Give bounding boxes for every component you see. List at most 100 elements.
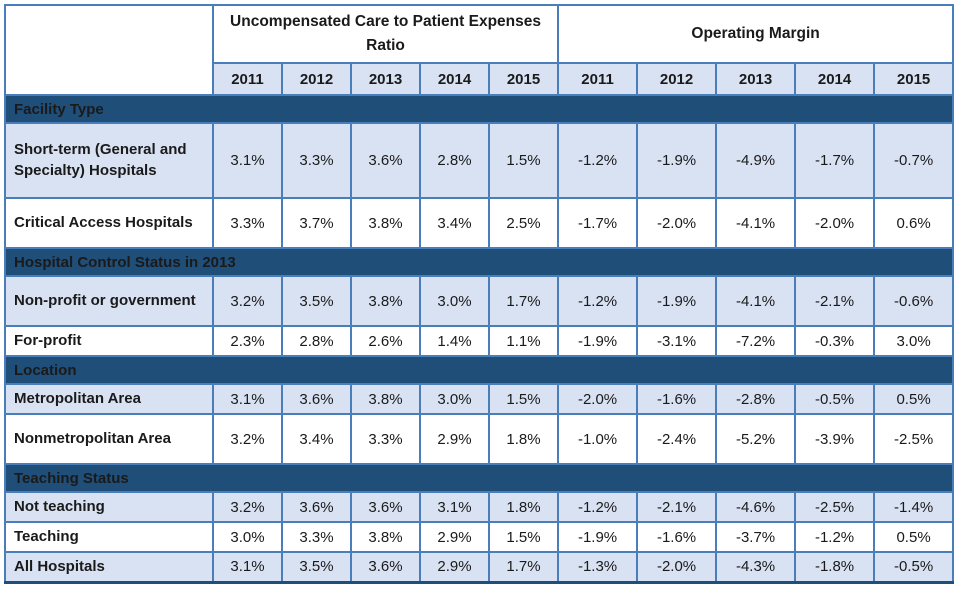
data-cell: 1.7% bbox=[487, 275, 560, 327]
data-cell: -3.7% bbox=[715, 521, 797, 553]
section-header-label: Location bbox=[3, 355, 955, 385]
group-header-uncompensated-care: Uncompensated Care to Patient Expenses R… bbox=[211, 4, 560, 64]
data-cell: -1.8% bbox=[794, 551, 876, 583]
year-header-uc-2011: 2011 bbox=[212, 62, 283, 96]
section-header-control-status: Hospital Control Status in 2013 bbox=[3, 247, 955, 277]
year-header-om-2015: 2015 bbox=[873, 62, 955, 96]
data-cell: 1.8% bbox=[487, 491, 560, 523]
data-cell: -4.9% bbox=[715, 122, 797, 199]
data-cell: 3.6% bbox=[350, 491, 421, 523]
data-cell: -3.9% bbox=[794, 413, 876, 465]
table-row-critical-access-hospitals: Critical Access Hospitals 3.3% 3.7% 3.8%… bbox=[4, 197, 955, 249]
row-label: Short-term (General and Specialty) Hospi… bbox=[4, 122, 214, 199]
data-cell: 2.8% bbox=[281, 325, 352, 357]
data-cell: -0.5% bbox=[873, 551, 955, 583]
row-label: All Hospitals bbox=[4, 551, 214, 583]
data-cell: -3.1% bbox=[636, 325, 718, 357]
data-cell: 3.7% bbox=[281, 197, 352, 249]
data-cell: -5.2% bbox=[715, 413, 797, 465]
data-cell: -0.6% bbox=[873, 275, 955, 327]
data-cell: -0.5% bbox=[794, 383, 876, 415]
section-header-teaching-status: Teaching Status bbox=[3, 463, 955, 493]
data-cell: -1.7% bbox=[557, 197, 639, 249]
year-header-om-2014: 2014 bbox=[794, 62, 876, 96]
year-header-uc-2012: 2012 bbox=[281, 62, 352, 96]
row-label: Non-profit or government bbox=[4, 275, 214, 327]
year-header-om-2012: 2012 bbox=[636, 62, 718, 96]
table-row-non-profit-or-government: Non-profit or government 3.2% 3.5% 3.8% … bbox=[4, 275, 955, 327]
data-cell: 3.1% bbox=[212, 122, 283, 199]
data-cell: -2.1% bbox=[636, 491, 718, 523]
section-header-location: Location bbox=[3, 355, 955, 385]
data-cell: 0.5% bbox=[873, 521, 955, 553]
data-cell: -2.0% bbox=[636, 551, 718, 583]
data-cell: 2.9% bbox=[419, 551, 490, 583]
data-cell: 3.2% bbox=[212, 491, 283, 523]
data-cell: -1.7% bbox=[794, 122, 876, 199]
table-row-for-profit: For-profit 2.3% 2.8% 2.6% 1.4% 1.1% -1.9… bbox=[4, 325, 955, 357]
data-cell: 1.8% bbox=[487, 413, 560, 465]
year-header-uc-2015: 2015 bbox=[487, 62, 560, 96]
row-label: Nonmetropolitan Area bbox=[4, 413, 214, 465]
data-cell: 3.0% bbox=[419, 383, 490, 415]
table-row-short-term-hospitals: Short-term (General and Specialty) Hospi… bbox=[4, 122, 955, 199]
data-cell: 3.3% bbox=[212, 197, 283, 249]
data-cell: 3.6% bbox=[281, 491, 352, 523]
data-cell: -1.2% bbox=[794, 521, 876, 553]
hospital-statistics-table: Uncompensated Care to Patient Expenses R… bbox=[3, 4, 955, 584]
data-cell: -1.3% bbox=[557, 551, 639, 583]
section-header-facility-type: Facility Type bbox=[3, 94, 955, 124]
table-row-metropolitan-area: Metropolitan Area 3.1% 3.6% 3.8% 3.0% 1.… bbox=[4, 383, 955, 415]
group-header-operating-margin: Operating Margin bbox=[557, 4, 955, 64]
data-cell: -2.5% bbox=[873, 413, 955, 465]
section-header-label: Teaching Status bbox=[3, 463, 955, 493]
data-cell: -2.0% bbox=[636, 197, 718, 249]
data-cell: -0.3% bbox=[794, 325, 876, 357]
data-cell: 2.9% bbox=[419, 413, 490, 465]
data-cell: -2.8% bbox=[715, 383, 797, 415]
table-row-nonmetropolitan-area: Nonmetropolitan Area 3.2% 3.4% 3.3% 2.9%… bbox=[4, 413, 955, 465]
data-cell: 3.8% bbox=[350, 383, 421, 415]
data-cell: -4.1% bbox=[715, 197, 797, 249]
data-cell: 2.8% bbox=[419, 122, 490, 199]
data-cell: -4.1% bbox=[715, 275, 797, 327]
data-cell: -1.9% bbox=[557, 521, 639, 553]
data-cell: 3.6% bbox=[350, 122, 421, 199]
data-cell: 3.6% bbox=[281, 383, 352, 415]
data-cell: -1.2% bbox=[557, 491, 639, 523]
table-row-all-hospitals: All Hospitals 3.1% 3.5% 3.6% 2.9% 1.7% -… bbox=[4, 551, 955, 583]
data-cell: 1.5% bbox=[487, 521, 560, 553]
data-cell: -1.2% bbox=[557, 275, 639, 327]
data-cell: 3.3% bbox=[281, 521, 352, 553]
data-cell: 1.5% bbox=[487, 383, 560, 415]
table-row-teaching: Teaching 3.0% 3.3% 3.8% 2.9% 1.5% -1.9% … bbox=[4, 521, 955, 553]
section-header-label: Hospital Control Status in 2013 bbox=[3, 247, 955, 277]
data-cell: 3.6% bbox=[350, 551, 421, 583]
row-label: Not teaching bbox=[4, 491, 214, 523]
data-cell: -0.7% bbox=[873, 122, 955, 199]
data-cell: 3.0% bbox=[419, 275, 490, 327]
section-header-label: Facility Type bbox=[3, 94, 955, 124]
data-cell: 1.5% bbox=[487, 122, 560, 199]
data-cell: -1.2% bbox=[557, 122, 639, 199]
data-cell: -2.0% bbox=[557, 383, 639, 415]
column-group-header-row: Uncompensated Care to Patient Expenses R… bbox=[4, 4, 955, 96]
data-cell: -7.2% bbox=[715, 325, 797, 357]
corner-empty-cell bbox=[4, 4, 214, 96]
data-cell: -1.0% bbox=[557, 413, 639, 465]
row-label: Teaching bbox=[4, 521, 214, 553]
data-cell: 2.6% bbox=[350, 325, 421, 357]
data-cell: 3.1% bbox=[212, 383, 283, 415]
year-header-uc-2013: 2013 bbox=[350, 62, 421, 96]
year-header-om-2013: 2013 bbox=[715, 62, 797, 96]
data-cell: 3.0% bbox=[212, 521, 283, 553]
data-cell: -2.5% bbox=[794, 491, 876, 523]
data-cell: 2.3% bbox=[212, 325, 283, 357]
data-cell: 2.5% bbox=[487, 197, 560, 249]
data-cell: 1.4% bbox=[419, 325, 490, 357]
data-cell: 3.3% bbox=[281, 122, 352, 199]
row-label: Critical Access Hospitals bbox=[4, 197, 214, 249]
data-cell: -4.6% bbox=[715, 491, 797, 523]
data-cell: -2.0% bbox=[794, 197, 876, 249]
row-label: Metropolitan Area bbox=[4, 383, 214, 415]
